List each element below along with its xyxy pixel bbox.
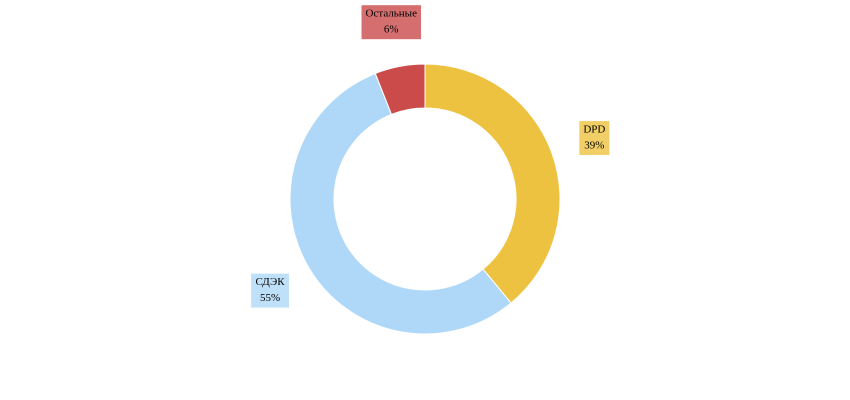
label-name: DPD	[583, 124, 605, 136]
label-name: СДЭК	[255, 276, 285, 288]
slice-label: Остальные 6%	[361, 5, 422, 40]
slice	[374, 63, 426, 116]
label-box	[251, 273, 289, 308]
label-box	[579, 121, 610, 156]
slice	[424, 63, 561, 304]
label-box	[361, 5, 422, 40]
slice-label: DPD 39%	[579, 121, 610, 156]
slice-label: СДЭК 55%	[251, 273, 289, 308]
label-name: Остальные	[366, 8, 418, 20]
label-value: 6%	[384, 24, 399, 36]
label-value: 39%	[584, 140, 604, 152]
label-value: 55%	[260, 292, 280, 304]
slice	[289, 72, 512, 335]
